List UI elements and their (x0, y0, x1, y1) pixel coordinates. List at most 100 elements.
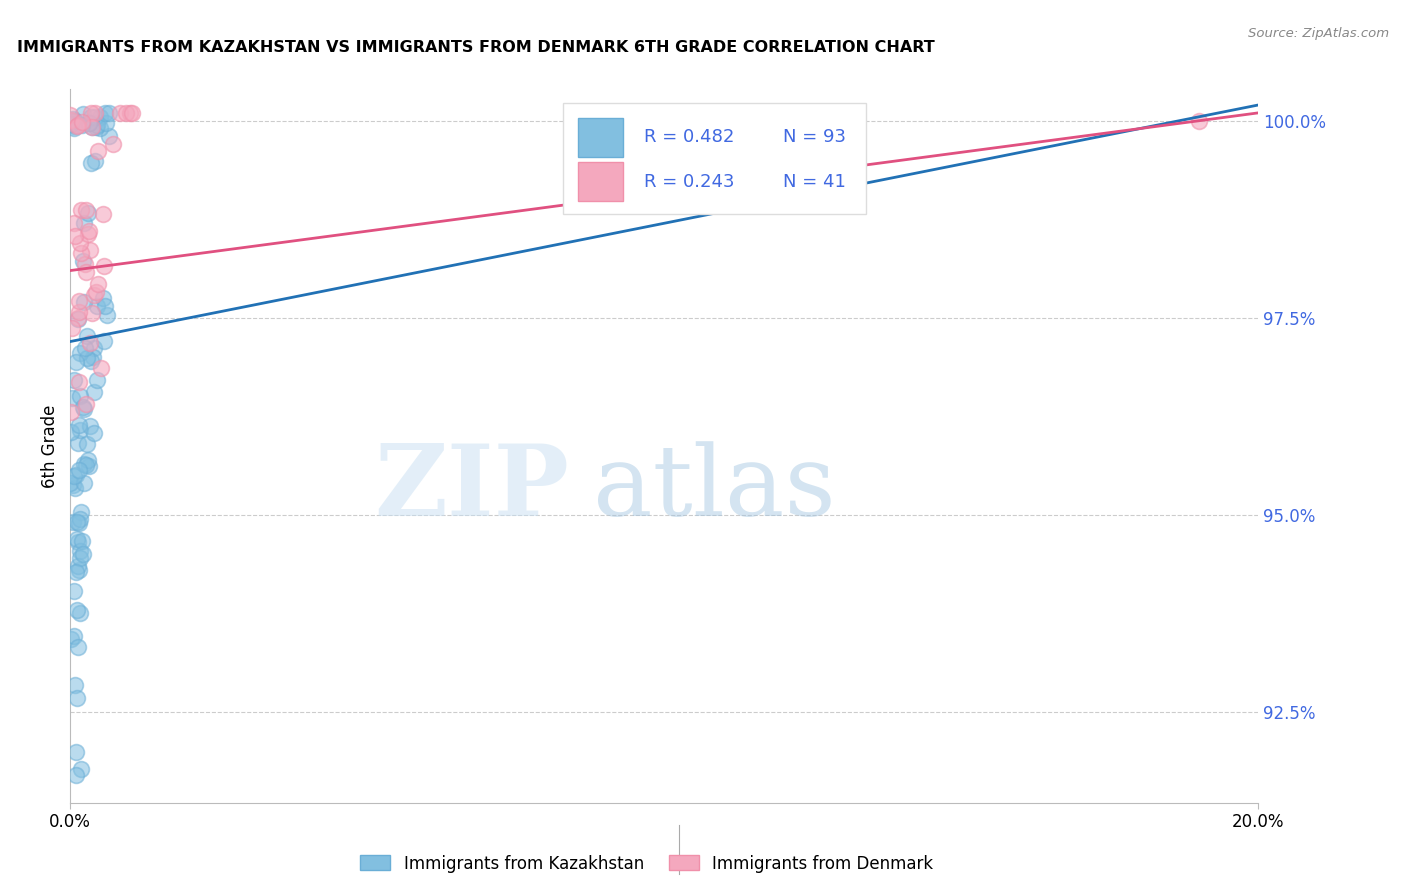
Point (63, 121, 86, 136)
Point (63, 217, 86, 231)
Point (76, 453, 98, 467)
Point (72, 107, 94, 121)
Point (63, 468, 86, 483)
Point (60, 391, 83, 405)
Point (79, 419, 101, 434)
Point (82, 350, 104, 364)
Point (72, 547, 94, 561)
Point (1188, 113, 1211, 128)
Point (67, 305, 90, 319)
Point (59, 475, 82, 490)
Point (79, 224, 101, 238)
Point (75, 265, 97, 279)
Point (75, 202, 97, 217)
Point (70, 534, 93, 549)
FancyBboxPatch shape (578, 162, 623, 202)
Point (80, 306, 103, 320)
Point (67, 535, 90, 549)
Point (84, 106, 107, 120)
Point (67, 563, 90, 577)
Point (98, 106, 121, 120)
Point (65, 354, 87, 368)
Point (67, 559, 90, 574)
Legend: Immigrants from Kazakhstan, Immigrants from Denmark: Immigrants from Kazakhstan, Immigrants f… (353, 848, 941, 880)
Point (59, 112, 82, 127)
FancyBboxPatch shape (564, 103, 866, 214)
Point (63, 114, 86, 128)
Point (67, 118, 90, 132)
Point (69, 389, 91, 403)
Point (66, 119, 89, 133)
Point (72, 254, 94, 268)
Point (65, 516, 87, 530)
Point (77, 458, 100, 473)
Point (114, 106, 136, 120)
Point (121, 106, 143, 120)
Point (76, 206, 98, 220)
Point (65, 467, 87, 482)
Point (84, 285, 107, 299)
Point (76, 329, 98, 343)
Point (118, 106, 141, 120)
Point (96, 309, 118, 323)
Point (86, 299, 108, 313)
Point (67, 294, 90, 309)
Point (67, 418, 90, 433)
Point (60, 405, 83, 419)
Point (63, 373, 86, 387)
Point (83, 116, 105, 130)
Point (73, 216, 96, 230)
Y-axis label: 6th Grade: 6th Grade (41, 404, 59, 488)
Point (69, 544, 91, 558)
Point (86, 374, 108, 388)
Point (62, 516, 84, 530)
Point (66, 690, 89, 705)
Point (94, 299, 117, 313)
Text: N = 93: N = 93 (783, 128, 846, 146)
Point (63, 678, 86, 692)
Point (63, 228, 86, 243)
Point (70, 246, 93, 260)
Point (62, 112, 84, 126)
Point (73, 457, 96, 471)
Point (69, 202, 91, 217)
Point (69, 346, 91, 360)
Point (79, 335, 101, 350)
Point (66, 640, 89, 654)
Point (84, 120, 107, 134)
Point (84, 110, 107, 124)
Text: R = 0.482: R = 0.482 (644, 128, 734, 146)
Point (65, 566, 87, 580)
Point (84, 154, 107, 169)
Point (60, 425, 83, 439)
Point (79, 243, 101, 257)
Point (80, 106, 103, 120)
Point (86, 277, 108, 292)
Point (62, 478, 84, 492)
Point (67, 435, 90, 450)
Text: IMMIGRANTS FROM KAZAKHSTAN VS IMMIGRANTS FROM DENMARK 6TH GRADE CORRELATION CHAR: IMMIGRANTS FROM KAZAKHSTAN VS IMMIGRANTS… (17, 40, 935, 55)
Point (67, 516, 90, 530)
FancyBboxPatch shape (578, 118, 623, 157)
Point (93, 334, 115, 348)
Point (97, 128, 120, 143)
Point (63, 629, 86, 643)
Point (73, 341, 96, 355)
Point (75, 397, 97, 411)
Point (67, 310, 90, 325)
Point (75, 458, 97, 473)
Point (83, 341, 105, 355)
Point (73, 294, 96, 309)
Point (77, 115, 100, 129)
Point (59, 116, 82, 130)
Point (67, 376, 90, 390)
Point (93, 259, 115, 273)
Point (70, 115, 93, 129)
Point (89, 110, 111, 124)
Point (91, 291, 114, 305)
Text: N = 41: N = 41 (783, 173, 846, 191)
Point (65, 746, 87, 760)
Point (80, 120, 103, 135)
Point (93, 106, 115, 120)
Point (70, 505, 93, 519)
